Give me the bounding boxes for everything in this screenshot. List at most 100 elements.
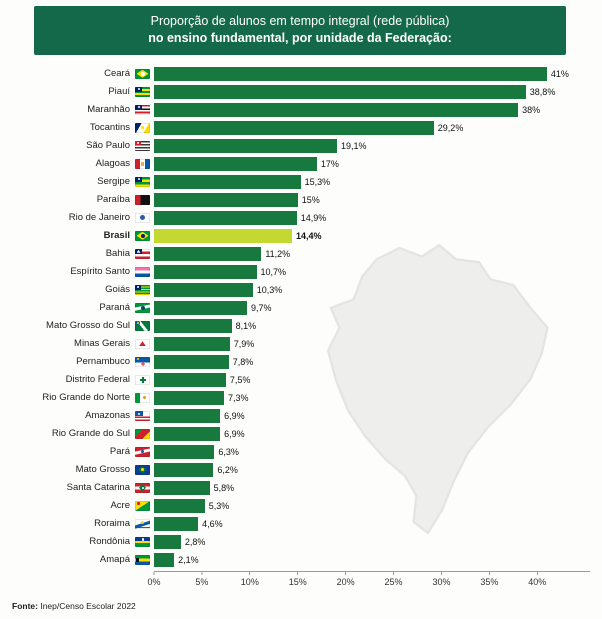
state-label: Sergipe [97,176,130,188]
x-axis-tick-label: 40% [528,576,547,587]
flag-amapa-icon [135,554,150,565]
chart-row: Pará 6,3% [10,443,590,461]
chart-row: Tocantins 29,2% [10,119,590,137]
value-label: 14,4% [295,230,322,241]
value-label: 19,1% [341,140,367,151]
state-label: Amazonas [85,410,130,422]
chart-row: Piauí 38,8% [10,83,590,101]
bar [154,120,434,135]
value-label: 10,7% [260,266,287,277]
bar-track: 6,9% [154,408,590,423]
flag-piaui-icon [135,86,150,97]
state-label: Brasil [103,230,130,242]
bar [154,156,317,171]
chart-row: Mato Grosso 6,2% [10,461,590,479]
bar [154,498,205,513]
state-label: Pernambuco [76,356,130,368]
flag-brasil-icon [135,230,150,241]
state-label: Minas Gerais [74,338,130,350]
bar [154,228,292,243]
bar-track: 10,7% [154,264,590,279]
value-label: 14,9% [300,212,327,223]
bar [154,444,215,459]
bar [154,192,298,207]
bar-track: 9,7% [154,300,590,315]
bar-track: 14,9% [154,210,590,225]
state-label: Roraima [94,518,130,530]
flag-pernambuco-icon [135,356,150,367]
x-axis-tick: 25% [385,571,403,587]
bar-track: 14,4% [154,228,590,243]
bar [154,300,247,315]
x-axis-tick-label: 20% [336,576,355,587]
flag-mato-grosso-icon [135,464,150,475]
chart-row: Santa Catarina 5,8% [10,479,590,497]
bar-track: 6,9% [154,426,590,441]
flag-rondonia-icon [135,536,150,547]
flag-goias-icon [135,284,150,295]
chart-row: Acre 5,3% [10,497,590,515]
value-label: 5,3% [208,500,230,511]
chart-row: Minas Gerais 7,9% [10,335,590,353]
x-axis: 0% 5% 10% 15% 20% 25% 30% 35% 40% [147,570,590,591]
state-label: Rio Grande do Sul [51,428,130,440]
chart-rows: Ceará 41% Piauí 38,8% Maranhão 38% Tocan… [10,65,590,569]
bar [154,534,181,549]
bar [154,210,297,225]
chart-title-line1: Proporção de alunos em tempo integral (r… [150,14,450,28]
state-label: Rio de Janeiro [68,212,130,224]
x-axis-tick: 30% [432,571,450,587]
source-label: Fonte: [12,601,38,611]
bar-track: 17% [154,156,590,171]
flag-alagoas-icon [135,158,150,169]
x-axis-tick-label: 5% [195,576,209,587]
chart-title-banner: Proporção de alunos em tempo integral (r… [34,6,566,55]
flag-sao-paulo-icon [135,140,150,151]
bar [154,408,221,423]
value-label: 6,3% [218,446,239,457]
bar [154,282,253,297]
value-label: 29,2% [437,122,464,133]
x-axis-tick-label: 0% [147,576,161,587]
bar-track: 19,1% [154,138,590,153]
value-label: 15,3% [304,176,331,187]
chart-row: Amazonas 6,9% [10,407,590,425]
value-label: 2,8% [184,536,206,547]
chart-row: Rio Grande do Sul 6,9% [10,425,590,443]
bar [154,354,229,369]
bar [154,264,257,279]
value-label: 7,8% [232,356,254,367]
chart-row: Brasil 14,4% [10,227,590,245]
value-label: 38,8% [529,86,556,97]
bar [154,372,226,387]
bar [154,246,262,261]
source-text: Inep/Censo Escolar 2022 [37,601,136,611]
x-axis-tick-mark [201,571,203,575]
bar [154,84,526,99]
bar [154,516,199,531]
bar [154,174,301,189]
bar [154,552,175,567]
state-label: Amapá [99,554,130,566]
bar-track: 7,8% [154,354,590,369]
value-label: 4,6% [202,518,223,529]
chart-row: Rio Grande do Norte 7,3% [10,389,590,407]
state-label: Rio Grande do Norte [42,392,130,404]
flag-minas-gerais-icon [135,338,150,349]
bar [154,138,338,153]
state-label: Paraná [99,302,130,314]
state-label: Espírito Santo [70,266,130,278]
bar [154,336,230,351]
value-label: 6,9% [224,428,245,439]
x-axis-tick: 20% [336,571,355,587]
x-axis-tick-mark [345,571,347,575]
x-axis-tick: 35% [480,571,498,587]
x-axis-tick-mark [249,571,251,575]
state-label: Tocantins [89,122,130,134]
state-label: Acre [110,500,130,512]
flag-bahia-icon [135,248,150,259]
chart-row: Ceará 41% [10,65,590,83]
bar-track: 7,3% [154,390,590,405]
chart-row: Amapá 2,1% [10,551,590,569]
